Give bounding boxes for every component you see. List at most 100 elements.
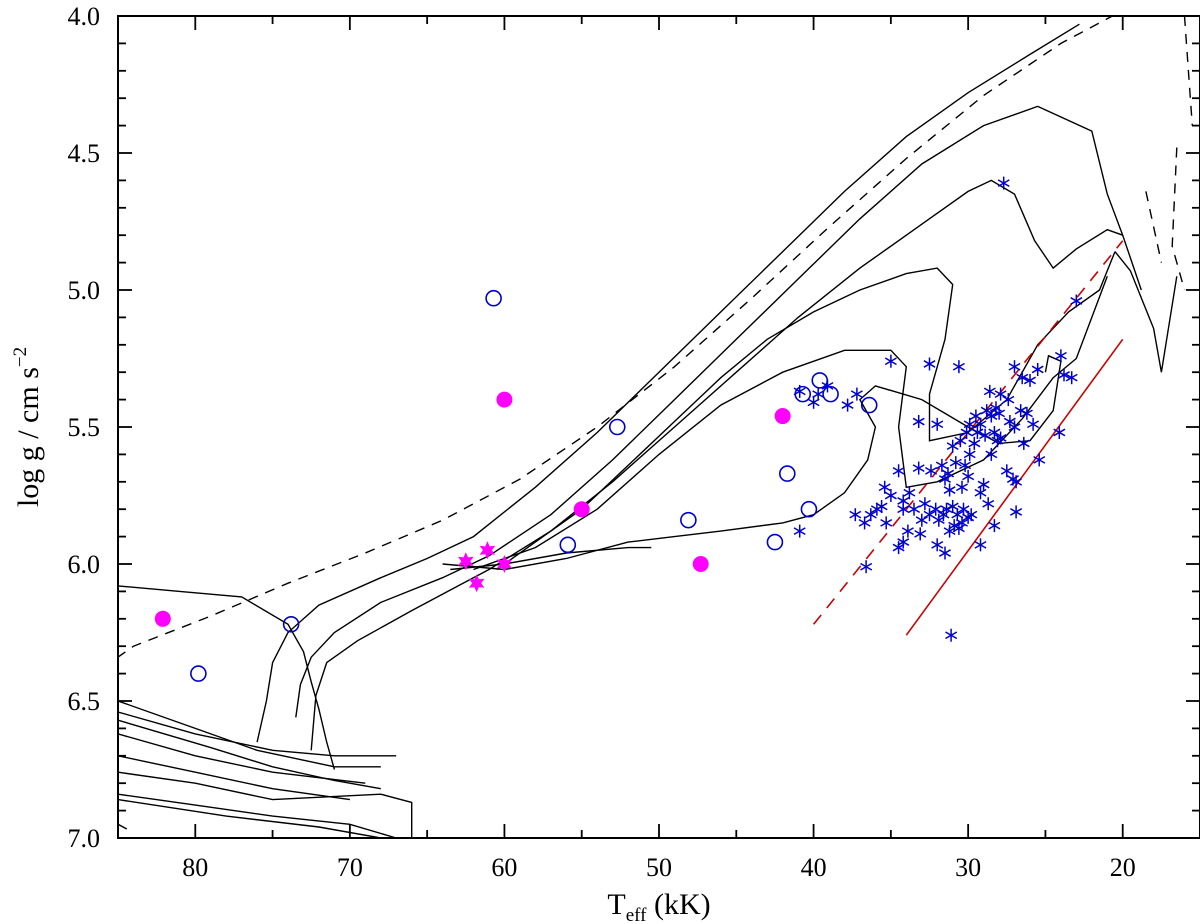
asterisk-point bbox=[982, 497, 995, 511]
asterisk-point bbox=[931, 538, 944, 552]
asterisk-point bbox=[938, 546, 951, 560]
x-axis-title-sub: eff bbox=[626, 905, 647, 924]
x-tick-label: 30 bbox=[955, 853, 981, 882]
asterisk-point bbox=[932, 513, 945, 527]
asterisk-point bbox=[968, 436, 981, 450]
open-circle-point bbox=[822, 385, 839, 403]
asterisk-point bbox=[963, 447, 976, 461]
evolution-track bbox=[310, 179, 1123, 751]
asterisk-point bbox=[849, 508, 862, 522]
x-axis-title-rest: (kK) bbox=[646, 888, 710, 921]
open-circle-point bbox=[282, 615, 300, 633]
open-circle-point bbox=[559, 536, 577, 554]
evolution-track bbox=[118, 823, 134, 834]
asterisk-point bbox=[955, 516, 968, 530]
evolution-track bbox=[473, 276, 1108, 571]
evolution-track bbox=[295, 105, 1142, 718]
asterisk-point bbox=[985, 447, 998, 461]
asterisk-point bbox=[946, 439, 959, 453]
open-circle-point bbox=[811, 372, 829, 389]
asterisk-point bbox=[946, 500, 959, 513]
evolution-track bbox=[118, 755, 350, 801]
evolution-track bbox=[256, 23, 1080, 743]
asterisk-point bbox=[983, 384, 996, 398]
y-axis-title-sup: −2 bbox=[10, 347, 31, 367]
evolution-track bbox=[450, 546, 652, 571]
asterisk-point bbox=[1003, 415, 1016, 428]
asterisk-point bbox=[962, 469, 975, 483]
y-tick-label: 7.0 bbox=[68, 824, 101, 853]
asterisk-point bbox=[991, 434, 1004, 448]
y-tick-label: 4.5 bbox=[68, 139, 101, 168]
asterisk-point bbox=[985, 409, 998, 423]
evolution-track bbox=[118, 733, 366, 784]
evolution-track bbox=[118, 719, 381, 790]
asterisk-point bbox=[963, 417, 976, 431]
asterisk-point bbox=[1033, 453, 1046, 467]
asterisk-point bbox=[812, 387, 825, 401]
asterisk-point bbox=[988, 519, 1001, 533]
asterisk-point bbox=[994, 387, 1007, 401]
y-tick-label: 4.0 bbox=[68, 2, 101, 31]
x-axis-title: Teff (kK) bbox=[607, 888, 710, 924]
asterisk-point bbox=[1008, 360, 1021, 374]
asterisk-point bbox=[858, 516, 871, 530]
asterisk-point bbox=[1016, 371, 1029, 385]
open-circle-point bbox=[766, 533, 784, 551]
y-tick-label: 6.0 bbox=[68, 550, 101, 579]
filled-circle-point bbox=[692, 556, 709, 572]
asterisk-point bbox=[979, 428, 992, 442]
asterisk-point bbox=[878, 480, 891, 494]
asterisk-point bbox=[912, 415, 925, 428]
evolution-track bbox=[1114, 251, 1178, 373]
open-circle-point bbox=[778, 465, 796, 482]
asterisk-point bbox=[897, 535, 910, 549]
red-reference-line bbox=[905, 338, 1124, 636]
y-tick-label: 5.5 bbox=[68, 413, 101, 442]
asterisk-point bbox=[1031, 363, 1044, 376]
asterisk-point bbox=[1008, 420, 1021, 434]
asterisk-point bbox=[884, 354, 897, 368]
asterisk-point bbox=[1010, 475, 1023, 489]
asterisk-point bbox=[957, 502, 970, 516]
asterisk-point bbox=[952, 360, 965, 374]
evolution-track bbox=[118, 793, 119, 797]
open-circle-point bbox=[190, 665, 207, 682]
x-tick-label: 20 bbox=[1110, 853, 1136, 882]
asterisk-point bbox=[903, 486, 916, 500]
asterisk-point bbox=[1070, 294, 1083, 308]
axis-tick-labels: 80 70 60 50 40 30 20 4.0 4.5 5.0 5.5 6.0 6.5 7.0 bbox=[68, 2, 1136, 882]
asterisk-point bbox=[938, 472, 951, 486]
x-tick-label: 50 bbox=[646, 853, 672, 882]
asterisk-point bbox=[912, 461, 925, 475]
asterisk-point bbox=[945, 628, 958, 642]
asterisk-point bbox=[960, 426, 973, 439]
asterisk-point bbox=[841, 398, 854, 412]
y-axis-title-main: log g / cm s bbox=[12, 367, 45, 507]
evolution-track bbox=[442, 354, 1062, 571]
asterisk-point bbox=[993, 406, 1006, 420]
x-tick-label: 80 bbox=[182, 853, 208, 882]
evolution-track bbox=[1171, 147, 1186, 291]
asterisk-point bbox=[807, 395, 820, 409]
asterisk-point bbox=[870, 502, 883, 516]
asterisk-point bbox=[971, 426, 984, 439]
asterisk-point bbox=[1065, 371, 1078, 385]
evolution-track bbox=[118, 700, 381, 768]
asterisk-point bbox=[850, 387, 863, 401]
asterisk-point bbox=[880, 516, 893, 530]
asterisk-point bbox=[1017, 436, 1030, 450]
asterisk-point bbox=[892, 464, 905, 478]
filled-circle-point bbox=[154, 610, 171, 627]
asterisk-point bbox=[884, 489, 897, 502]
asterisk-point bbox=[793, 384, 806, 398]
asterisk-point bbox=[915, 513, 928, 527]
evolution-track bbox=[118, 711, 397, 757]
asterisk-point bbox=[1054, 349, 1067, 363]
open-circle-point bbox=[680, 511, 697, 529]
asterisk-point bbox=[1010, 505, 1023, 519]
evolution-track bbox=[118, 585, 336, 770]
open-circle-point bbox=[608, 418, 626, 436]
asterisk-point bbox=[821, 379, 834, 393]
y-axis-title: log g / cm s−2 bbox=[10, 347, 45, 507]
